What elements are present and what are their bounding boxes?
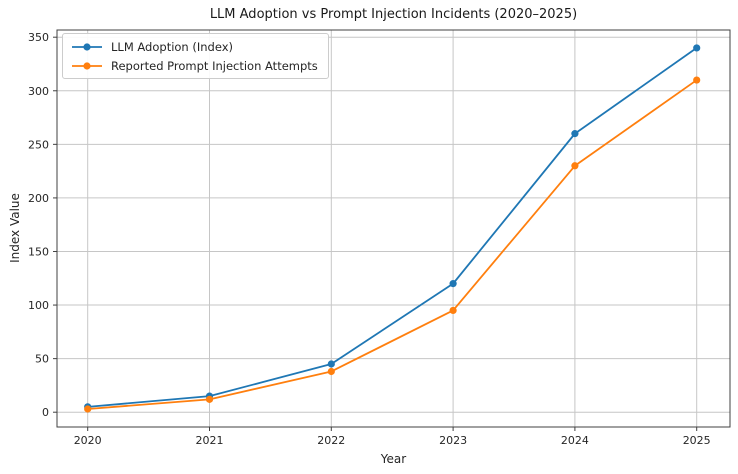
x-axis-label: Year bbox=[380, 452, 407, 466]
y-tick-label-250: 250 bbox=[28, 138, 49, 151]
y-tick-label-50: 50 bbox=[35, 353, 49, 366]
data-point-s0-2022 bbox=[327, 360, 335, 368]
x-tick-label-2021: 2021 bbox=[196, 434, 224, 447]
legend-item-0: LLM Adoption (Index) bbox=[71, 38, 318, 55]
legend-label-1: Reported Prompt Injection Attempts bbox=[111, 58, 318, 73]
chart-title: LLM Adoption vs Prompt Injection Inciden… bbox=[209, 7, 578, 22]
series-line-0 bbox=[87, 47, 698, 408]
data-point-s0-2023 bbox=[449, 280, 457, 288]
legend-marker-0 bbox=[72, 42, 102, 51]
x-tick-label-2025: 2025 bbox=[683, 434, 711, 447]
y-tick-label-150: 150 bbox=[28, 245, 49, 258]
legend-marker-1 bbox=[72, 61, 102, 70]
y-tick-label-200: 200 bbox=[28, 192, 49, 205]
y-tick-label-300: 300 bbox=[28, 85, 49, 98]
data-point-s1-2025 bbox=[693, 76, 701, 84]
axes-spines bbox=[56, 29, 731, 428]
legend-label-0: LLM Adoption (Index) bbox=[111, 39, 234, 54]
y-tick-label-350: 350 bbox=[28, 31, 49, 44]
legend-box: LLM Adoption (Index) Reported Prompt Inje… bbox=[62, 33, 329, 79]
x-tick-label-2020: 2020 bbox=[74, 434, 102, 447]
data-point-s1-2021 bbox=[205, 395, 214, 403]
x-tick-label-2024: 2024 bbox=[561, 434, 589, 447]
x-tick-label-2022: 2022 bbox=[317, 434, 345, 447]
data-point-s1-2024 bbox=[571, 162, 579, 170]
data-point-s1-2023 bbox=[449, 306, 457, 315]
data-point-s0-2024 bbox=[571, 130, 579, 138]
y-tick-label-0: 0 bbox=[42, 406, 49, 419]
data-point-s1-2020 bbox=[84, 405, 92, 413]
legend-item-1: Reported Prompt Injection Attempts bbox=[71, 57, 318, 74]
series-line-1 bbox=[87, 79, 698, 410]
x-tick-label-2023: 2023 bbox=[439, 434, 467, 447]
data-point-s1-2022 bbox=[327, 367, 335, 376]
y-tick-label-100: 100 bbox=[28, 299, 49, 312]
data-point-s0-2025 bbox=[693, 44, 701, 52]
